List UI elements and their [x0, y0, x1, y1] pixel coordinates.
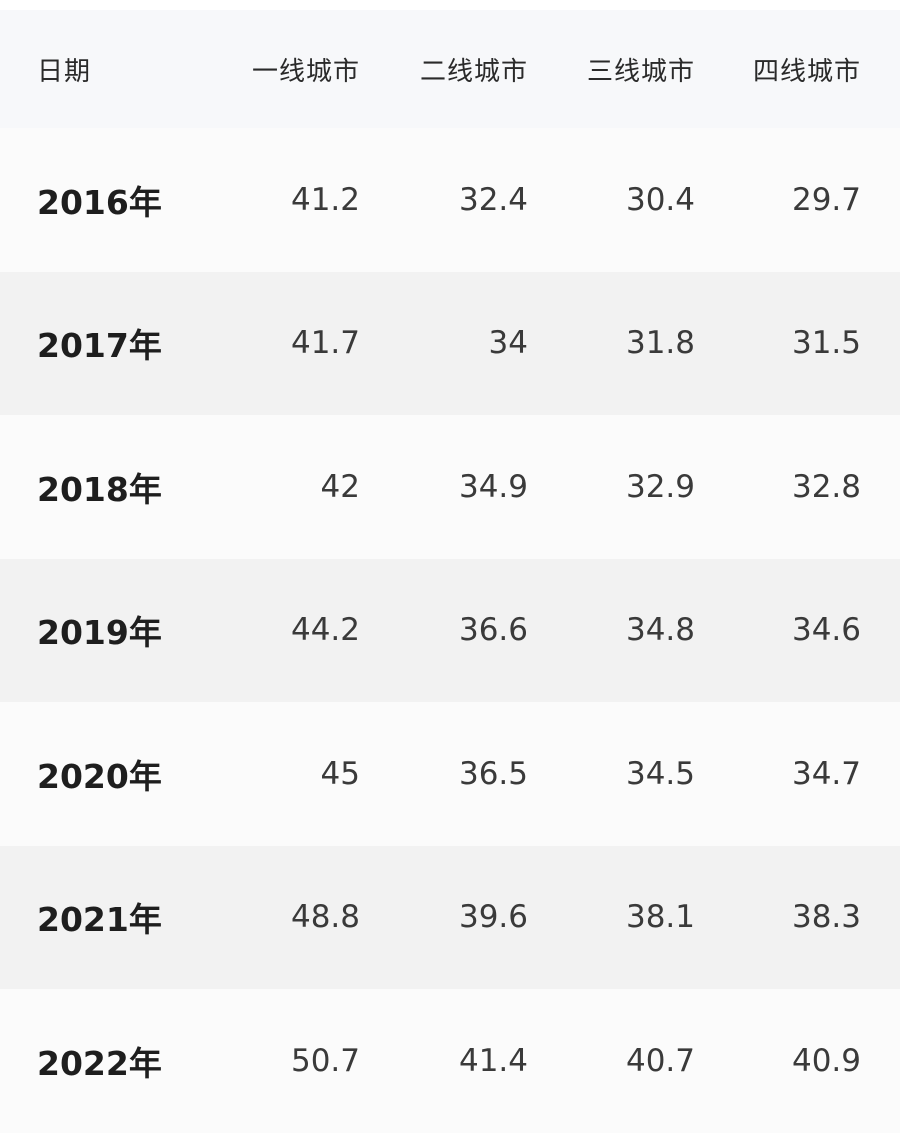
header-tier1-cities: 一线城市 — [251, 56, 360, 87]
row-tier3-value: 30.4 — [625, 181, 695, 218]
table-row: 2016年 41.2 32.4 30.4 29.7 — [0, 128, 900, 272]
row-tier1-value: 50.7 — [290, 1042, 360, 1079]
row-tier4-value: 40.9 — [791, 1042, 861, 1079]
row-tier2-value: 34 — [488, 325, 528, 362]
row-tier1-value: 44.2 — [290, 612, 360, 649]
row-tier4-value: 31.5 — [791, 325, 861, 362]
row-tier4-value: 29.7 — [791, 181, 861, 218]
row-tier2-value: 36.6 — [458, 612, 528, 649]
row-tier3-value: 34.8 — [625, 612, 695, 649]
table-row: 2022年 50.7 41.4 40.7 40.9 — [0, 989, 900, 1133]
table-row: 2017年 41.7 34 31.8 31.5 — [0, 271, 900, 415]
row-date: 2016年 — [37, 182, 162, 222]
row-tier3-value: 34.5 — [625, 755, 695, 792]
header-tier3-cities: 三线城市 — [586, 56, 695, 87]
header-date: 日期 — [37, 56, 92, 87]
row-date: 2017年 — [37, 326, 162, 366]
row-tier4-value: 38.3 — [791, 899, 861, 936]
row-tier3-value: 40.7 — [625, 1042, 695, 1079]
row-tier4-value: 34.6 — [791, 612, 861, 649]
header-tier2-cities: 二线城市 — [419, 56, 528, 87]
row-tier1-value: 42 — [320, 468, 360, 505]
header-tier4-cities: 四线城市 — [752, 56, 861, 87]
row-date: 2022年 — [37, 1043, 162, 1083]
top-spacer — [0, 0, 900, 10]
row-date: 2019年 — [37, 613, 162, 653]
row-tier1-value: 41.2 — [290, 181, 360, 218]
table-row: 2020年 45 36.5 34.5 34.7 — [0, 702, 900, 846]
row-tier2-value: 36.5 — [458, 755, 528, 792]
row-date: 2020年 — [37, 756, 162, 796]
row-tier3-value: 38.1 — [625, 899, 695, 936]
row-date: 2018年 — [37, 469, 162, 509]
row-tier1-value: 48.8 — [290, 899, 360, 936]
row-tier3-value: 32.9 — [625, 468, 695, 505]
row-tier4-value: 32.8 — [791, 468, 861, 505]
row-tier1-value: 41.7 — [290, 325, 360, 362]
table-header-row: 日期 一线城市 二线城市 三线城市 四线城市 — [0, 10, 900, 128]
row-tier4-value: 34.7 — [791, 755, 861, 792]
row-tier2-value: 41.4 — [458, 1042, 528, 1079]
row-date: 2021年 — [37, 900, 162, 940]
row-tier2-value: 32.4 — [458, 181, 528, 218]
table-row: 2019年 44.2 36.6 34.8 34.6 — [0, 558, 900, 702]
table-row: 2018年 42 34.9 32.9 32.8 — [0, 415, 900, 559]
row-tier3-value: 31.8 — [625, 325, 695, 362]
row-tier2-value: 39.6 — [458, 899, 528, 936]
row-tier2-value: 34.9 — [458, 468, 528, 505]
table-row: 2021年 48.8 39.6 38.1 38.3 — [0, 845, 900, 989]
row-tier1-value: 45 — [320, 755, 360, 792]
